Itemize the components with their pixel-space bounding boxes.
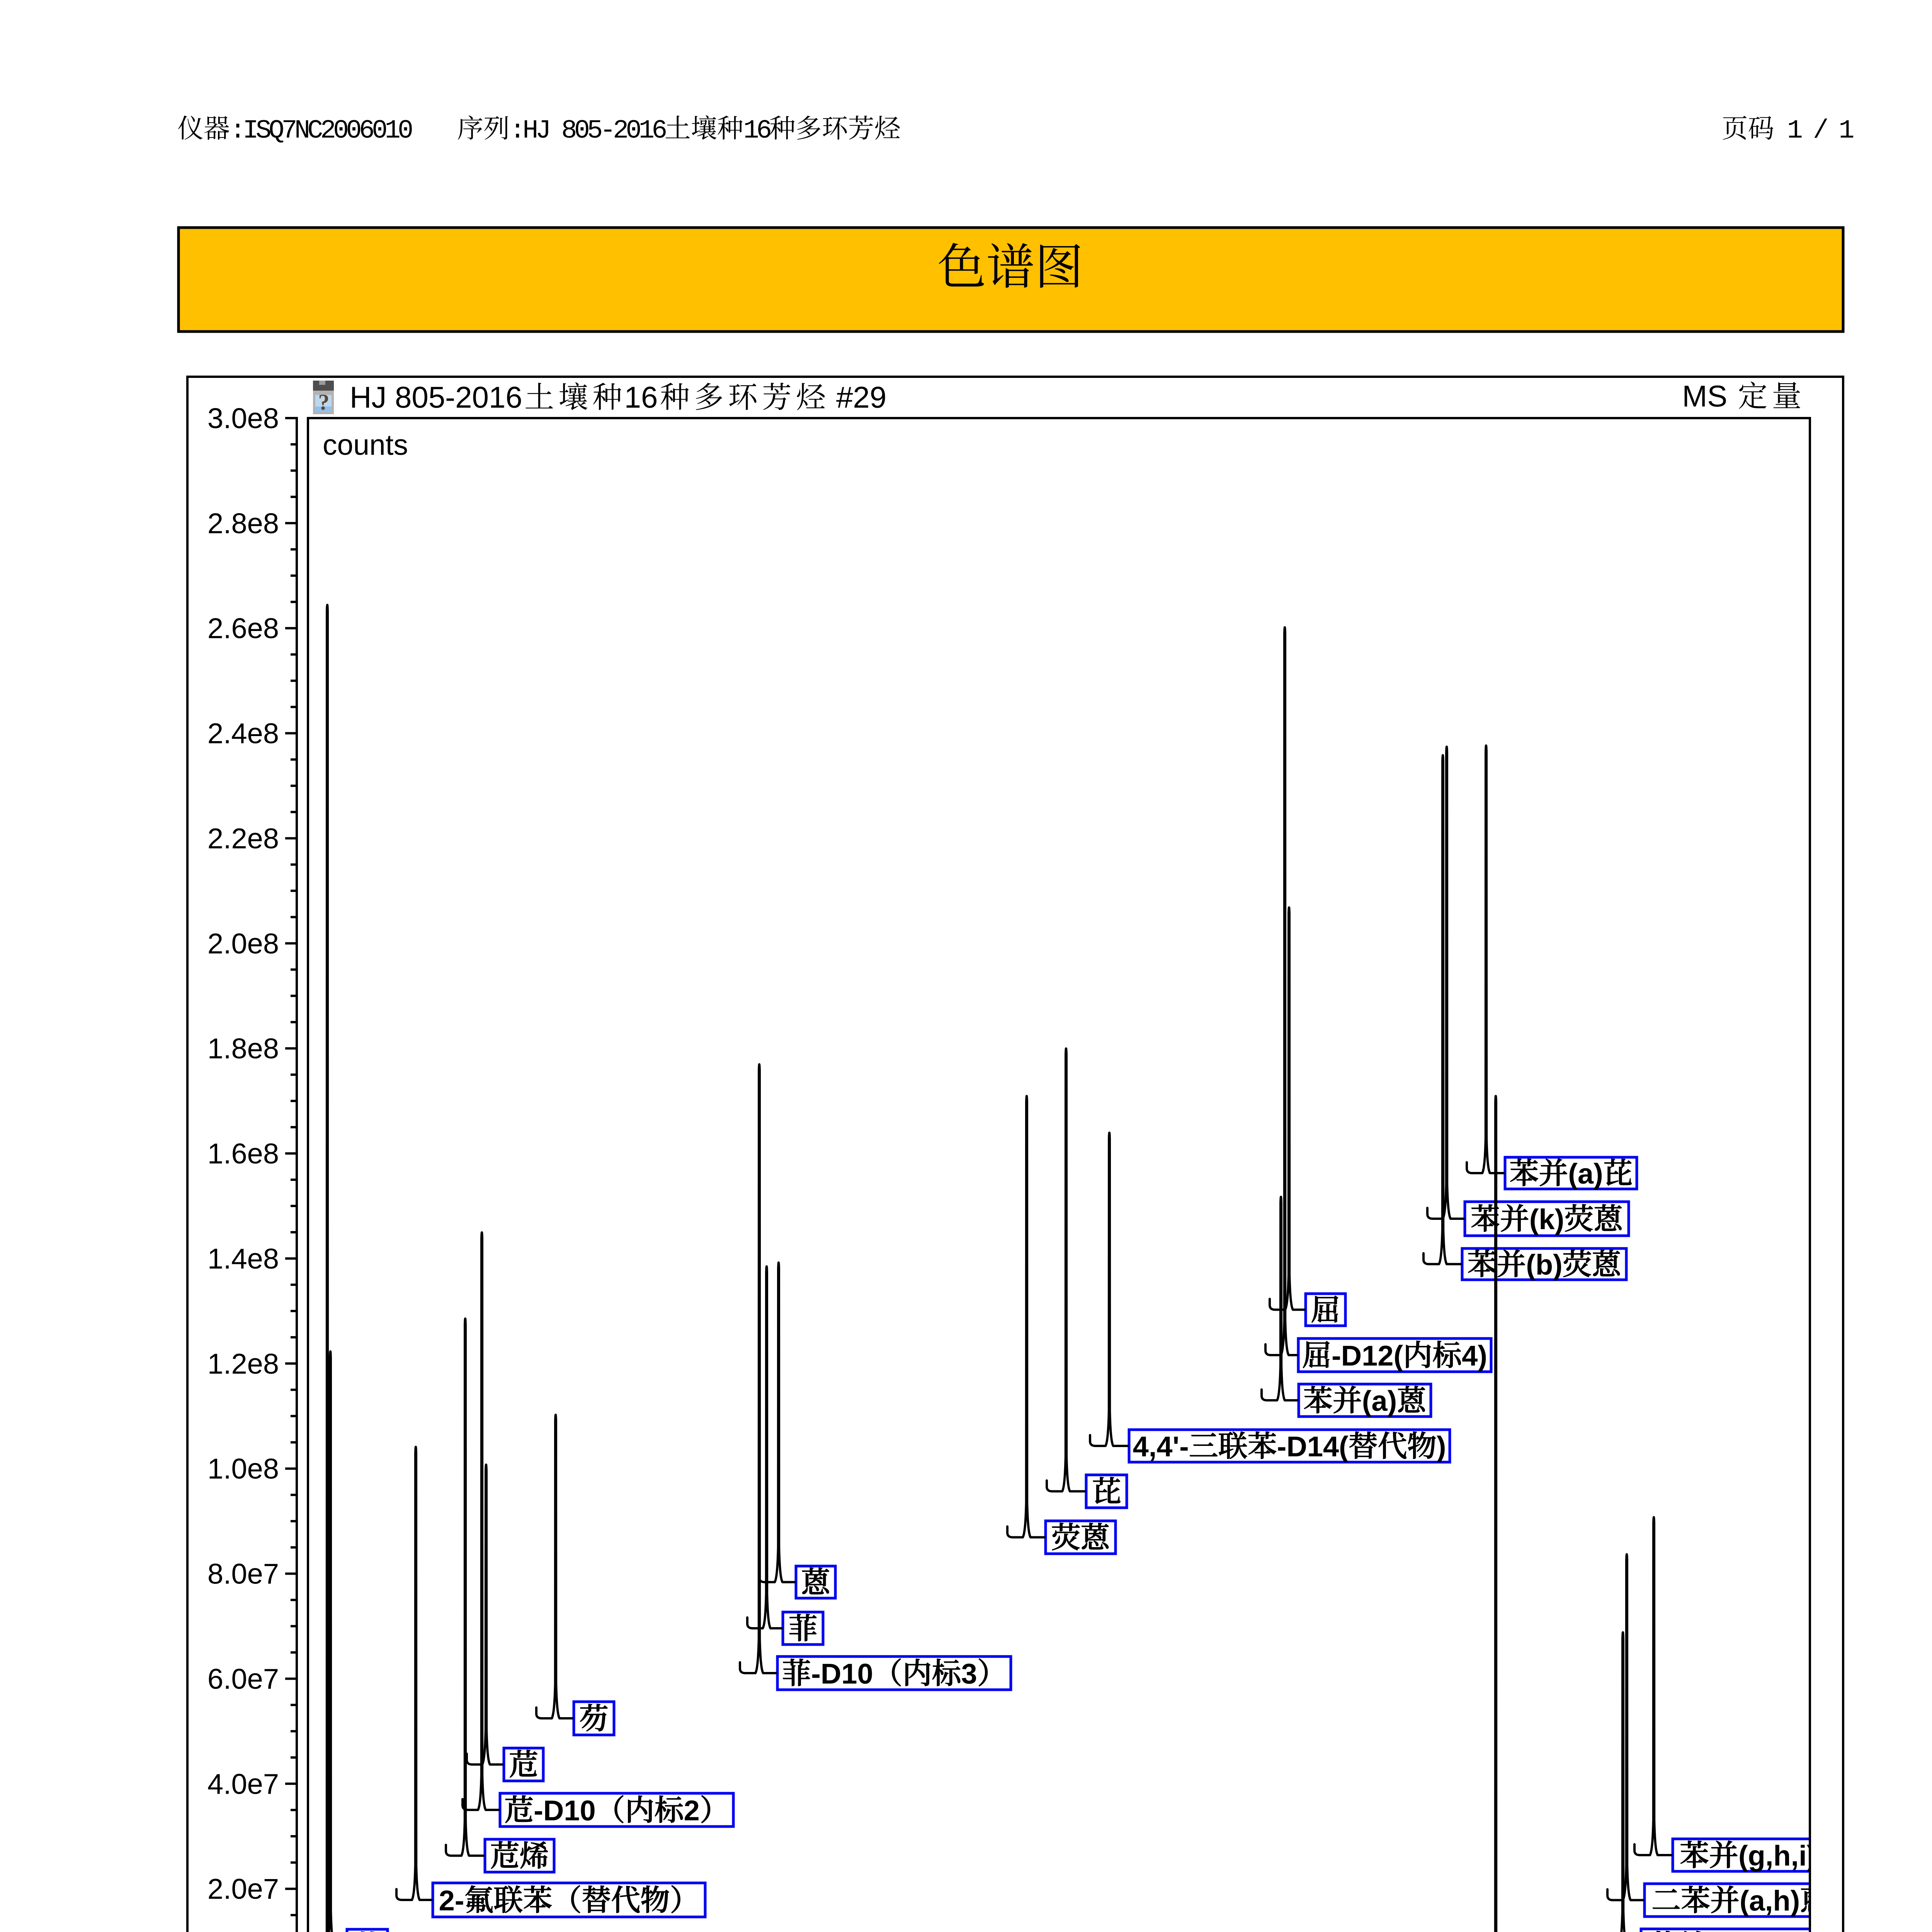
svg-text:1.2e8: 1.2e8 (207, 1348, 279, 1380)
svg-text:1.6e8: 1.6e8 (207, 1138, 279, 1170)
svg-text:1.8e8: 1.8e8 (207, 1032, 279, 1065)
svg-text:?: ? (318, 389, 330, 415)
svg-text:2.4e8: 2.4e8 (207, 718, 279, 750)
svg-text:1.4e8: 1.4e8 (207, 1243, 279, 1275)
svg-text:2.0e7: 2.0e7 (207, 1873, 279, 1905)
svg-text:6.0e7: 6.0e7 (207, 1663, 279, 1695)
svg-text:3.0e8: 3.0e8 (207, 402, 279, 434)
svg-text:2.8e8: 2.8e8 (207, 507, 279, 539)
svg-text:4.0e7: 4.0e7 (207, 1768, 279, 1800)
svg-text:2.2e8: 2.2e8 (207, 823, 279, 855)
svg-text:2.6e8: 2.6e8 (207, 612, 279, 645)
svg-text:8.0e7: 8.0e7 (207, 1558, 279, 1590)
svg-text:2.0e8: 2.0e8 (207, 927, 279, 959)
svg-text:1.0e8: 1.0e8 (207, 1453, 279, 1485)
svg-text:counts: counts (323, 429, 408, 461)
